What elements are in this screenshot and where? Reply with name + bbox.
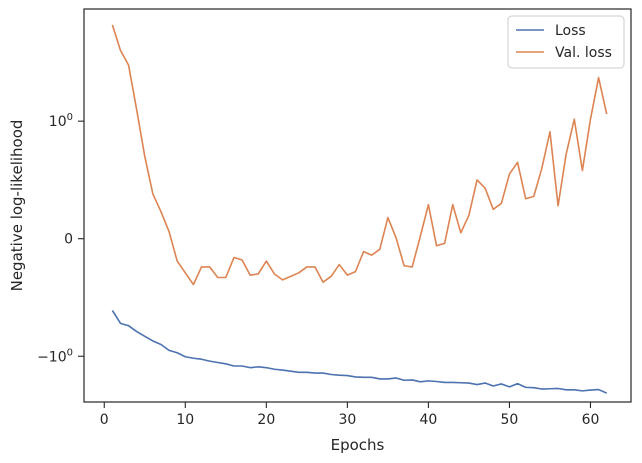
y-tick-label: 100 (49, 112, 73, 130)
x-tick-label: 20 (257, 412, 275, 428)
y-tick-label: −100 (37, 347, 73, 365)
y-tick-label: 0 (64, 232, 73, 248)
legend-label-val-loss: Val. loss (555, 45, 612, 61)
legend-label-loss: Loss (555, 23, 586, 39)
x-tick-label: 60 (582, 412, 600, 428)
x-tick-label: 30 (338, 412, 356, 428)
x-tick-label: 40 (419, 412, 437, 428)
x-tick-label: 50 (501, 412, 519, 428)
legend-box (507, 15, 625, 69)
plot-frame (83, 8, 632, 403)
y-axis-label: Negative log-likelihood (8, 120, 26, 292)
x-tick-label: 0 (100, 412, 109, 428)
series-line-val-loss (111, 24, 608, 286)
series-line-loss (111, 309, 608, 394)
legend: Loss Val. loss (507, 15, 625, 69)
x-axis-label: Epochs (331, 436, 385, 454)
x-tick-label: 10 (176, 412, 194, 428)
